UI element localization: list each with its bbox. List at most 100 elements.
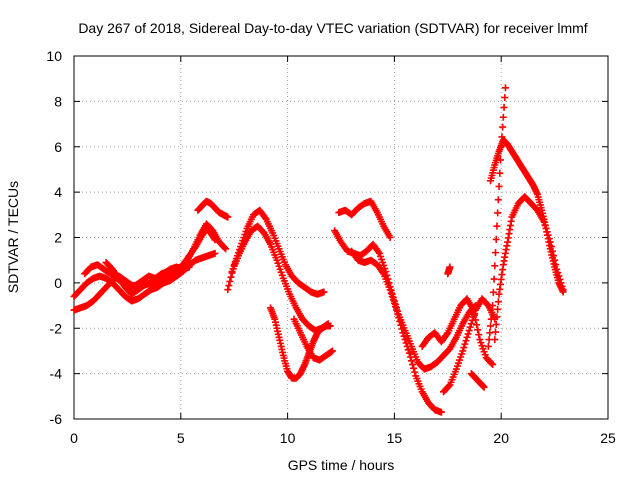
series-track-4: [102, 258, 193, 298]
data-point: [226, 277, 234, 285]
data-point: [211, 249, 219, 257]
data-point: [403, 342, 411, 350]
x-axis-title: GPS time / hours: [288, 457, 395, 473]
series-track-15: [467, 370, 488, 391]
data-points: [70, 84, 567, 416]
y-axis-tick-labels: -6 -4 -2 0 2 4 6 8 10: [46, 48, 62, 427]
y-tick-label: 6: [54, 139, 62, 155]
series-track-10: [331, 227, 480, 373]
data-point: [406, 353, 414, 361]
data-point: [459, 347, 467, 355]
data-point: [326, 322, 334, 330]
data-point: [499, 113, 507, 121]
data-point: [491, 336, 499, 344]
data-point: [548, 247, 556, 255]
data-point: [547, 243, 555, 251]
data-point: [463, 333, 471, 341]
x-tick-label: 25: [600, 430, 616, 446]
series-track-9: [290, 315, 336, 364]
data-point: [386, 286, 394, 294]
data-point: [489, 361, 497, 369]
data-point: [489, 288, 497, 296]
y-tick-label: 2: [54, 230, 62, 246]
data-point: [492, 328, 500, 336]
data-point: [492, 235, 500, 243]
data-point: [501, 94, 509, 102]
data-point: [555, 272, 563, 280]
data-point: [492, 320, 500, 328]
data-point: [379, 268, 387, 276]
data-point: [495, 182, 503, 190]
data-point: [466, 323, 474, 331]
data-point: [484, 342, 492, 350]
data-point: [501, 84, 509, 92]
data-point: [480, 383, 488, 391]
data-point: [460, 344, 468, 352]
data-point: [500, 103, 508, 111]
data-point: [261, 214, 269, 222]
y-tick-label: 0: [54, 275, 62, 291]
data-point: [490, 275, 498, 283]
data-point: [374, 248, 382, 256]
data-point: [546, 238, 554, 246]
x-tick-label: 5: [177, 430, 185, 446]
data-point: [552, 261, 560, 269]
data-point: [492, 249, 500, 257]
data-point: [224, 213, 232, 221]
series-track-11: [335, 197, 394, 241]
data-point: [445, 382, 453, 390]
data-point: [407, 357, 415, 365]
series-track-13: [418, 295, 497, 369]
data-point: [395, 314, 403, 322]
data-point: [394, 310, 402, 318]
data-point: [544, 231, 552, 239]
data-point: [396, 317, 404, 325]
data-point: [493, 313, 501, 321]
data-point: [405, 349, 413, 357]
data-point: [400, 332, 408, 340]
x-axis-tick-labels: 0 5 10 15 20 25: [70, 430, 616, 446]
data-point: [474, 326, 482, 334]
data-point: [221, 244, 229, 252]
data-point: [389, 296, 397, 304]
data-point: [468, 316, 476, 324]
data-point: [398, 325, 406, 333]
y-tick-label: -6: [50, 411, 63, 427]
data-point: [222, 245, 230, 253]
data-point: [411, 368, 419, 376]
data-point: [397, 321, 405, 329]
y-tick-label: -4: [50, 366, 63, 382]
data-point: [185, 263, 193, 271]
data-point: [487, 315, 495, 323]
data-point: [542, 224, 550, 232]
data-point: [224, 286, 232, 294]
x-tick-label: 10: [280, 430, 296, 446]
data-point: [388, 292, 396, 300]
data-point: [493, 222, 501, 230]
data-point: [554, 269, 562, 277]
data-point: [553, 265, 561, 273]
data-point: [402, 339, 410, 347]
data-point: [471, 310, 478, 318]
data-point: [473, 321, 481, 329]
data-point: [496, 156, 504, 164]
data-point: [489, 302, 497, 310]
data-point: [410, 364, 418, 372]
data-point: [465, 327, 473, 335]
data-point: [491, 262, 499, 270]
series-track-18: [491, 193, 567, 344]
data-point: [551, 256, 559, 264]
data-point: [559, 286, 567, 294]
data-point: [387, 289, 395, 297]
y-tick-label: 10: [46, 48, 62, 64]
data-point: [437, 408, 445, 416]
data-point: [488, 308, 496, 316]
series-track-2: [70, 249, 219, 305]
data-point: [461, 340, 469, 348]
data-point: [467, 320, 475, 328]
data-point: [390, 299, 398, 307]
chart-title: Day 267 of 2018, Sidereal Day-to-day VTE…: [78, 20, 587, 36]
series-track-17: [484, 84, 509, 350]
data-point: [497, 143, 505, 151]
